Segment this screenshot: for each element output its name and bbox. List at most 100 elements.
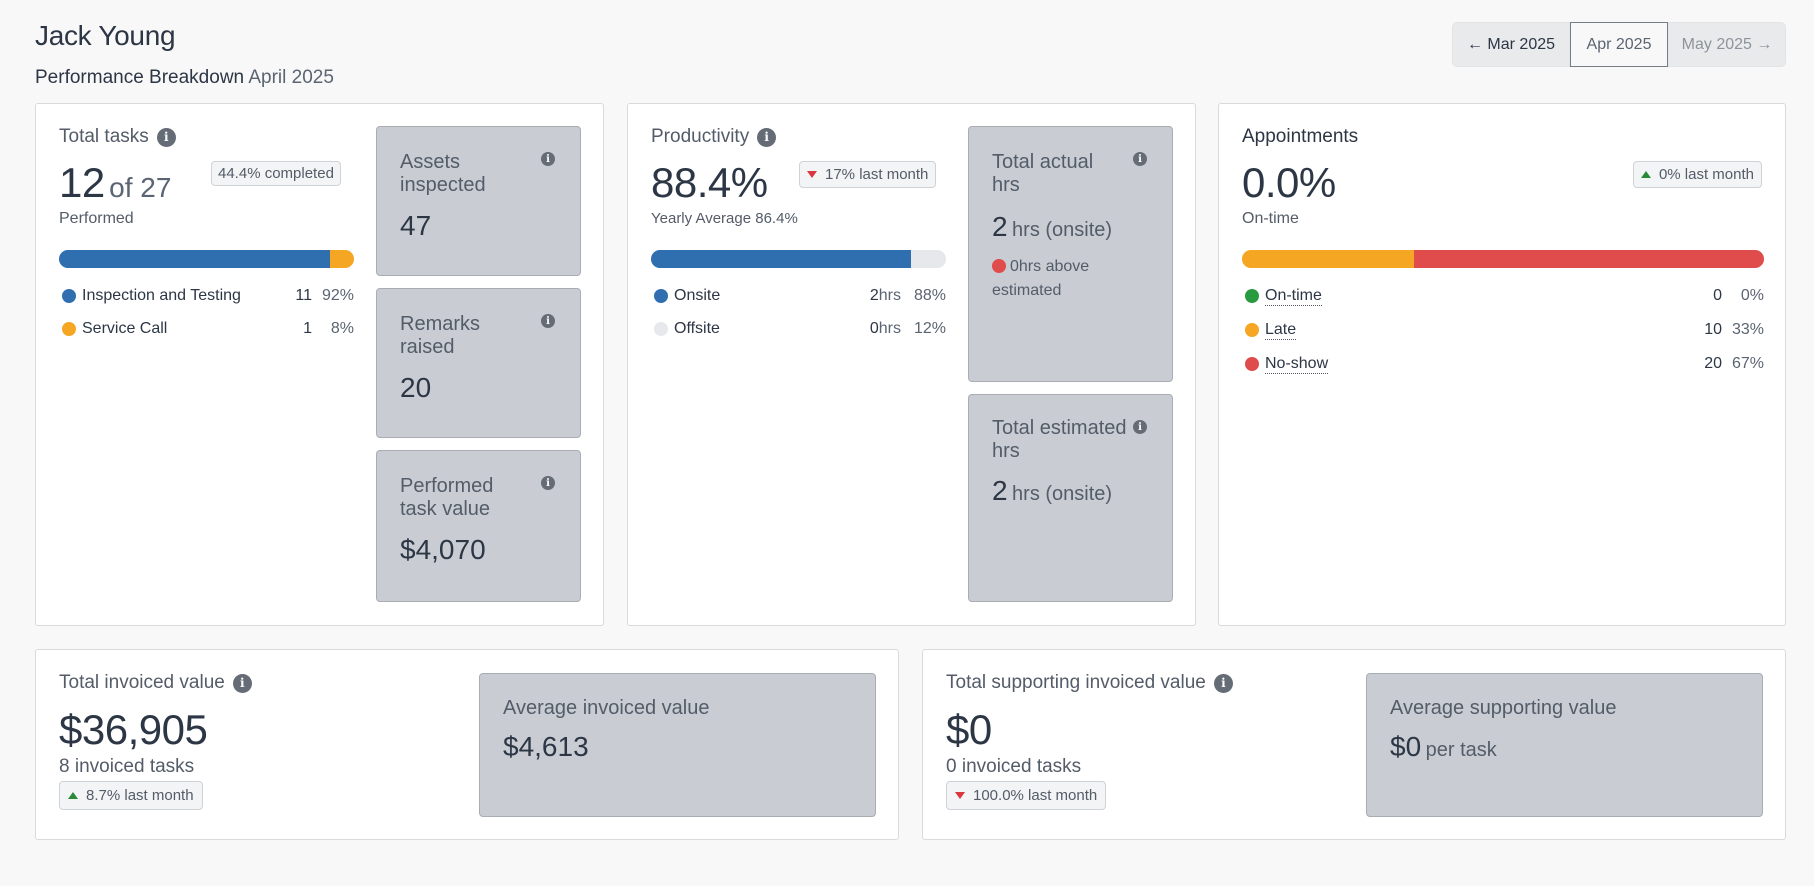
productivity-label: Productivity <box>651 126 750 147</box>
invoiced-count: 8 invoiced tasks <box>59 756 195 777</box>
productivity-trend-badge: 17% last month <box>799 161 937 188</box>
info-icon[interactable]: i <box>1133 152 1147 166</box>
info-icon[interactable]: i <box>757 127 777 147</box>
avg-value-group: $0 per task <box>1390 731 1497 763</box>
current-month-button[interactable]: Apr 2025 <box>1570 22 1668 67</box>
tile-value: 20 <box>400 372 432 403</box>
tile-value-group: 2 hrs (onsite) <box>992 211 1112 243</box>
note-text: 0hrs above estimated <box>992 258 1090 299</box>
legend-percent: 88% <box>913 287 946 304</box>
legend-dot-icon <box>62 289 76 303</box>
legend-percent: 33% <box>1731 321 1764 338</box>
legend-dot-icon <box>654 289 668 303</box>
total-actual-hrs-tile: Total actual hrs i 2 hrs (onsite) 0hrs a… <box>968 126 1173 382</box>
month-navigation: ← Mar 2025 Apr 2025 May 2025 → <box>1452 22 1786 67</box>
info-icon[interactable]: i <box>1213 673 1233 693</box>
bar-segment <box>330 250 354 268</box>
trend-up-icon <box>68 792 78 799</box>
legend-count: 10 <box>1704 321 1722 338</box>
assets-inspected-tile: Assets inspected i 47 <box>376 126 581 276</box>
legend-count: 1 <box>303 320 312 337</box>
page-title: Jack Young <box>35 20 176 51</box>
tile-title: Total estimated hrs <box>992 417 1127 462</box>
legend-dot-icon <box>1245 323 1259 337</box>
legend-percent: 12% <box>913 320 946 337</box>
subtitle-month: April 2025 <box>248 67 334 88</box>
tile-value: 2 <box>992 475 1008 506</box>
performed-count: 12 <box>59 159 105 206</box>
trend-text: 8.7% last month <box>86 787 194 804</box>
trend-down-icon <box>807 171 817 178</box>
productivity-value: 88.4% <box>651 159 768 206</box>
tile-value: 2 <box>992 211 1008 242</box>
legend-label: Inspection and Testing <box>82 287 241 304</box>
legend-percent: 8% <box>330 320 354 337</box>
yearly-average: Yearly Average 86.4% <box>651 210 798 227</box>
average-supporting-tile: Average supporting value $0 per task <box>1366 673 1763 817</box>
info-icon[interactable]: i <box>541 314 555 328</box>
avg-title: Average invoiced value <box>503 697 710 719</box>
invoiced-label: Total invoiced value <box>59 672 225 693</box>
legend-row: Service Call 1 8% <box>62 318 354 340</box>
legend-label: Service Call <box>82 320 168 337</box>
appointments-card: Appointments 0.0% On-time 0% last month … <box>1218 103 1786 626</box>
tile-unit: hrs (onsite) <box>1012 483 1113 505</box>
bar-segment <box>59 250 331 268</box>
legend-label[interactable]: On-time <box>1265 286 1322 306</box>
next-month-button[interactable]: May 2025 → <box>1668 22 1786 67</box>
invoiced-label-group: Total invoiced value i <box>59 672 252 694</box>
on-time-label: On-time <box>1242 210 1299 227</box>
completed-text: 44.4% completed <box>218 165 334 182</box>
info-icon[interactable]: i <box>541 152 555 166</box>
legend-count: 20 <box>1704 355 1722 372</box>
productivity-bar <box>651 250 946 268</box>
supporting-label-group: Total supporting invoiced value i <box>946 672 1233 694</box>
info-icon[interactable]: i <box>541 476 555 490</box>
tile-value: $4,070 <box>400 534 486 565</box>
legend-count: 2hrs <box>869 287 901 304</box>
legend-label[interactable]: Late <box>1265 320 1297 340</box>
prev-month-button[interactable]: ← Mar 2025 <box>1452 22 1570 67</box>
appointments-trend-badge: 0% last month <box>1632 161 1762 188</box>
info-icon[interactable]: i <box>156 127 176 147</box>
avg-value: $0 <box>1390 731 1422 762</box>
info-icon[interactable]: i <box>232 673 252 693</box>
tile-value: 47 <box>400 210 432 241</box>
appointments-value: 0.0% <box>1242 159 1336 206</box>
trend-text: 17% last month <box>825 166 929 183</box>
trend-up-icon <box>1640 171 1651 178</box>
tile-value-group: 2 hrs (onsite) <box>992 475 1112 507</box>
supporting-label: Total supporting invoiced value <box>946 672 1206 693</box>
supporting-value: $0 <box>946 706 992 753</box>
tile-title: Total actual hrs <box>992 151 1094 196</box>
legend-dot-icon <box>62 322 76 336</box>
total-tasks-label-group: Total tasks i <box>59 126 176 148</box>
bar-segment <box>1242 250 1415 268</box>
subtitle-label: Performance Breakdown <box>35 67 245 88</box>
avg-unit: per task <box>1425 739 1497 761</box>
legend-count: 11 <box>295 287 312 304</box>
legend-label: Offsite <box>674 320 720 337</box>
total-estimated-hrs-tile: Total estimated hrs i 2 hrs (onsite) <box>968 394 1173 602</box>
legend-percent: 92% <box>321 287 354 304</box>
total-tasks-label: Total tasks <box>59 126 149 147</box>
bar-segment <box>910 250 946 268</box>
performed-label: Performed <box>59 210 134 227</box>
completed-badge: 44.4% completed <box>211 161 341 186</box>
legend-dot-icon <box>654 322 668 336</box>
legend-dot-icon <box>1245 357 1259 371</box>
appointments-label: Appointments <box>1242 126 1359 147</box>
legend-row: On-time 0 0% <box>1245 285 1764 307</box>
invoiced-trend-badge: 8.7% last month <box>59 781 203 810</box>
bar-segment <box>651 250 911 268</box>
legend-row: Offsite 0hrs 12% <box>654 318 946 340</box>
invoiced-value: $36,905 <box>59 706 208 753</box>
productivity-card: Productivity i 88.4% 17% last month Year… <box>627 103 1196 626</box>
legend-percent: 0% <box>1740 287 1764 304</box>
trend-text: 100.0% last month <box>973 787 1098 804</box>
info-icon[interactable]: i <box>1133 420 1147 434</box>
tile-title: Assets inspected <box>400 151 486 196</box>
legend-percent: 67% <box>1731 355 1764 372</box>
legend-row: Inspection and Testing 11 92% <box>62 285 354 307</box>
legend-label[interactable]: No-show <box>1265 354 1329 374</box>
